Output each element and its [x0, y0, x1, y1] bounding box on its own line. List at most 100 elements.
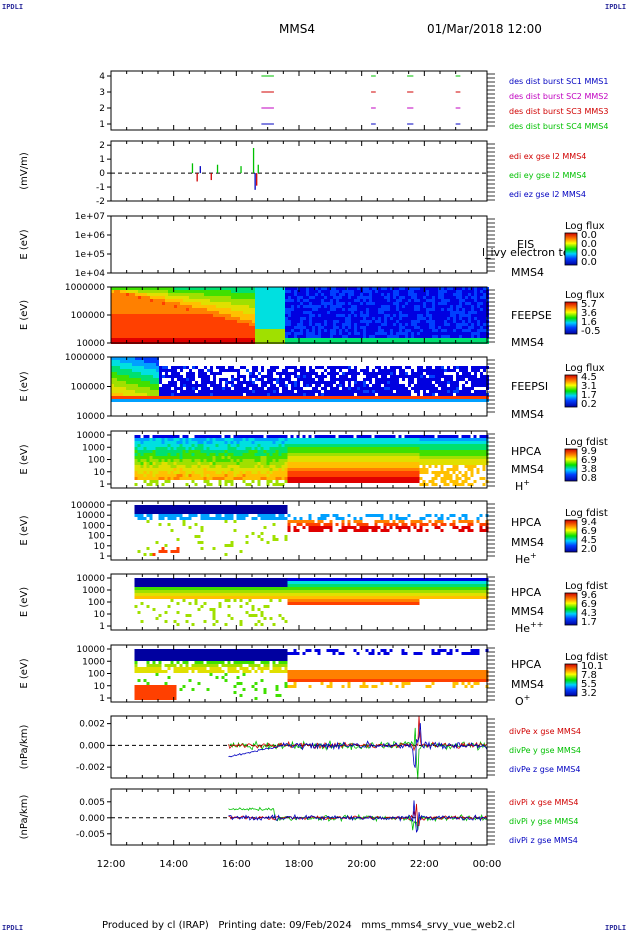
heatmap-cell [366, 326, 369, 329]
heatmap-cell [218, 462, 222, 465]
heatmap-cell [269, 435, 273, 438]
heatmap-cell [174, 387, 177, 390]
heatmap-cell [330, 369, 333, 372]
heatmap-cell [216, 335, 219, 338]
heatmap-cell [242, 435, 246, 438]
heatmap-cell [176, 459, 180, 462]
heatmap-cell [393, 329, 396, 332]
heatmap-cell [321, 326, 324, 329]
heatmap-cell [390, 326, 393, 329]
heatmap-cell [378, 369, 381, 372]
heatmap-cell [143, 450, 147, 453]
heatmap-cell [483, 390, 486, 393]
heatmap-cell [453, 314, 456, 317]
heatmap-cell [186, 311, 189, 314]
heatmap-cell [195, 393, 198, 396]
heatmap-cell [204, 296, 207, 299]
heatmap-cell [278, 456, 282, 459]
heatmap-cell [195, 338, 198, 341]
heatmap-cell [402, 384, 405, 387]
heatmap-cell [366, 320, 369, 323]
heatmap-cell [321, 332, 324, 335]
heatmap-cell [225, 326, 228, 329]
heatmap-cell [231, 311, 234, 314]
heatmap-cell [120, 326, 123, 329]
heatmap-cell [243, 332, 246, 335]
heatmap-cell [135, 305, 138, 308]
heatmap-cell [146, 444, 150, 447]
heatmap-cell [206, 462, 210, 465]
heatmap-cell [219, 320, 222, 323]
heatmap-cell [123, 332, 126, 335]
heatmap-cell [203, 447, 207, 450]
heatmap-cell [306, 314, 309, 317]
heatmap-cell [251, 453, 255, 456]
heatmap-cell [135, 369, 138, 372]
heatmap-cell [269, 465, 273, 468]
heatmap-cell [483, 375, 486, 378]
heatmap-cell [207, 399, 210, 402]
heatmap-cell [260, 444, 264, 447]
heatmap-cell [441, 375, 444, 378]
heatmap-cell [284, 456, 288, 459]
heatmap-cell [233, 438, 237, 441]
heatmap-cell [287, 468, 291, 471]
heatmap-cell [375, 290, 378, 293]
heatmap-cell [426, 335, 429, 338]
heatmap-cell [276, 314, 279, 317]
heatmap-cell [357, 323, 360, 326]
heatmap-cell [309, 366, 312, 369]
heatmap-cell [294, 320, 297, 323]
heatmap-cell [162, 323, 165, 326]
heatmap-cell [159, 323, 162, 326]
heatmap-cell [450, 323, 453, 326]
heatmap-cell [459, 390, 462, 393]
heatmap-cell [399, 329, 402, 332]
heatmap-cell [444, 323, 447, 326]
heatmap-cell [255, 293, 258, 296]
heatmap-cell [212, 471, 216, 474]
heatmap-cell [156, 381, 159, 384]
heatmap-cell [126, 338, 129, 341]
heatmap-cell [203, 450, 207, 453]
heatmap-cell [414, 384, 417, 387]
heatmap-cell [218, 480, 222, 483]
heatmap-cell [483, 323, 486, 326]
heatmap-cell [230, 474, 234, 477]
heatmap-cell [222, 399, 225, 402]
heatmap-cell [480, 399, 483, 402]
heatmap-cell [297, 320, 300, 323]
heatmap-cell [273, 326, 276, 329]
heatmap-cell [300, 399, 303, 402]
heatmap-cell [303, 305, 306, 308]
heatmap-cell [162, 314, 165, 317]
heatmap-cell [132, 396, 135, 399]
heatmap-cell [201, 290, 204, 293]
heatmap-cell [183, 314, 186, 317]
heatmap-cell [227, 459, 231, 462]
heatmap-cell [147, 302, 150, 305]
heatmap-cell [207, 335, 210, 338]
heatmap-cell [284, 441, 288, 444]
heatmap-cell [456, 381, 459, 384]
heatmap-cell [255, 387, 258, 390]
heatmap-cell [248, 441, 252, 444]
heatmap-cell [342, 302, 345, 305]
heatmap-cell [158, 474, 162, 477]
heatmap-cell [162, 293, 165, 296]
heatmap-cell [182, 456, 186, 459]
heatmap-cell [441, 320, 444, 323]
heatmap-cell [420, 290, 423, 293]
heatmap-cell [348, 390, 351, 393]
heatmap-cell [186, 290, 189, 293]
heatmap-cell [426, 369, 429, 372]
heatmap-cell [414, 338, 417, 341]
heatmap-cell [207, 375, 210, 378]
heatmap-cell [357, 390, 360, 393]
heatmap-cell [272, 456, 276, 459]
heatmap-cell [155, 450, 159, 453]
heatmap-cell [237, 311, 240, 314]
heatmap-cell [282, 338, 285, 341]
heatmap-cell [363, 296, 366, 299]
heatmap-cell [249, 296, 252, 299]
